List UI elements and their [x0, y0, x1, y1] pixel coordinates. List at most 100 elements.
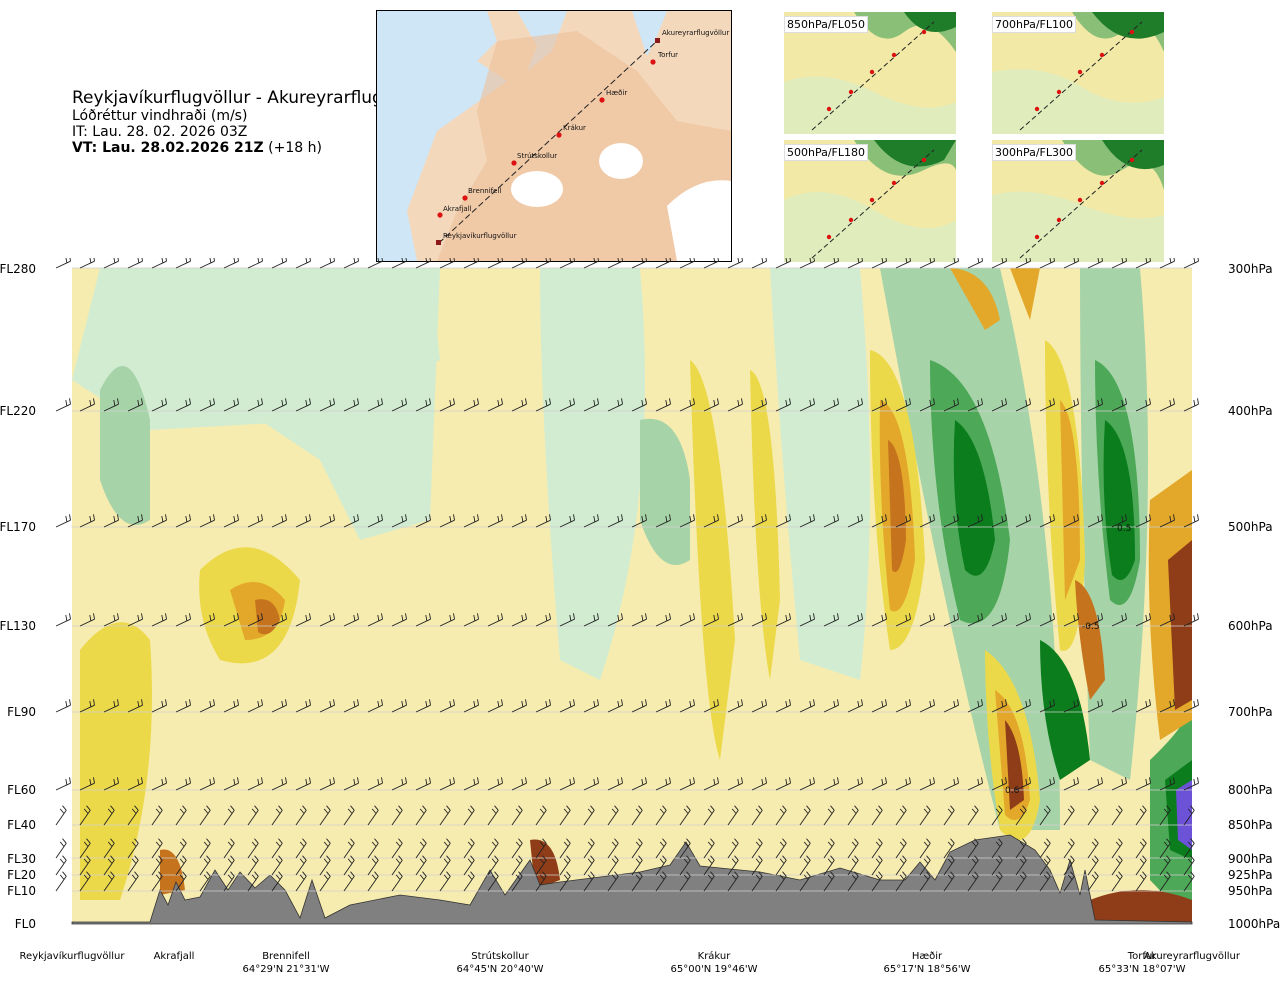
wind-barb: [55, 871, 67, 892]
wind-barb: [391, 514, 407, 528]
wind-barb: [463, 777, 479, 791]
wind-barb: [151, 855, 163, 876]
thumbnail-700hpa[interactable]: 700hPa/FL100: [992, 12, 1164, 134]
wind-barb: [703, 398, 719, 412]
wind-barb: [1039, 258, 1055, 269]
wind-barb: [967, 805, 979, 826]
wind-barb: [655, 514, 671, 528]
thumbnail-300hpa[interactable]: 300hPa/FL300: [992, 140, 1164, 262]
wind-barb: [583, 514, 599, 528]
wind-barb: [1135, 258, 1151, 269]
wind-barb: [607, 699, 623, 713]
wind-barb: [823, 613, 839, 627]
wind-barb: [823, 258, 839, 269]
wind-barb: [919, 398, 935, 412]
wind-barb: [1111, 398, 1127, 412]
wind-barb: [391, 613, 407, 627]
wind-barb: [847, 838, 859, 859]
wind-barb: [799, 699, 815, 713]
wind-barb: [319, 855, 331, 876]
wind-barb: [631, 514, 647, 528]
wind-barb: [127, 855, 139, 876]
wind-barb: [919, 613, 935, 627]
wind-barb: [199, 777, 215, 791]
wind-barb: [1183, 871, 1195, 892]
wind-barb: [655, 855, 667, 876]
wind-barb: [847, 805, 859, 826]
wind-barb: [367, 805, 379, 826]
wind-barb: [463, 613, 479, 627]
wind-barb: [271, 514, 287, 528]
wind-barb: [967, 777, 983, 791]
wind-barb: [967, 398, 983, 412]
wind-barb: [1111, 777, 1127, 791]
wind-barb: [511, 613, 527, 627]
wind-barb: [415, 258, 431, 269]
waypoint-coord: 64°29'N 21°31'W: [242, 964, 330, 975]
wind-barb: [727, 838, 739, 859]
pressure-tick-label: 300hPa: [1228, 262, 1273, 276]
wind-barb: [871, 258, 887, 269]
thumbnail-850hpa[interactable]: 850hPa/FL050: [784, 12, 956, 134]
thumbnail-500hpa[interactable]: 500hPa/FL180: [784, 140, 956, 262]
wind-barb: [1039, 613, 1055, 627]
wind-barb: [919, 699, 935, 713]
waypoint-label-akureyri: Akureyrarflugvöllur: [1144, 950, 1240, 963]
wind-barb: [943, 699, 959, 713]
wind-barb: [559, 258, 575, 269]
wind-barb: [847, 514, 863, 528]
wind-barb: [1039, 398, 1055, 412]
wind-barb: [775, 777, 791, 791]
wind-barb: [775, 398, 791, 412]
wind-barb: [799, 777, 815, 791]
contour-label: -0.5: [1082, 622, 1100, 632]
wind-barb: [271, 777, 287, 791]
wind-barb: [487, 514, 503, 528]
wind-barb: [823, 871, 835, 892]
fl-tick-label: FL130: [0, 619, 36, 633]
wind-barb: [223, 514, 239, 528]
wind-barb: [199, 699, 215, 713]
wind-barb: [295, 777, 311, 791]
wind-barb: [319, 613, 335, 627]
pressure-tick-label: 400hPa: [1228, 404, 1273, 418]
fl-tick-label: FL0: [15, 917, 36, 931]
waypoint-label-brennifell: Brennifell 64°29'N 21°31'W: [243, 950, 330, 976]
wind-barb: [463, 838, 475, 859]
wind-barb: [151, 838, 163, 859]
glacier-langjokull: [511, 171, 563, 207]
wind-barb: [175, 613, 191, 627]
wind-barb: [223, 258, 239, 269]
wind-barb: [223, 613, 239, 627]
wind-barb: [775, 855, 787, 876]
wind-barb: [583, 613, 599, 627]
wind-barb: [1087, 871, 1099, 892]
wind-barb: [535, 777, 551, 791]
wind-barb: [1111, 805, 1123, 826]
wind-barb: [751, 613, 767, 627]
route-map-svg: Akureyrarflugvöllur Torfur Hæðir Krákur …: [377, 11, 731, 261]
wind-barb: [247, 777, 263, 791]
wind-barb: [631, 855, 643, 876]
wind-barb: [439, 514, 455, 528]
wind-barb: [775, 613, 791, 627]
wind-barb: [79, 258, 95, 269]
wind-barb: [151, 613, 167, 627]
title-block: Reykjavíkurflugvöllur - Akureyrarflugvöl…: [72, 88, 431, 157]
wind-barb: [319, 398, 335, 412]
wind-barb: [1087, 398, 1103, 412]
wind-barb: [295, 805, 307, 826]
wind-barb: [943, 514, 959, 528]
downdraft-max-band: [1168, 540, 1192, 710]
wind-barb: [127, 258, 143, 269]
wind-barb: [775, 514, 791, 528]
wind-barb: [271, 398, 287, 412]
wind-barb: [991, 398, 1007, 412]
wind-barb: [1087, 699, 1103, 713]
wind-barb: [895, 777, 911, 791]
wind-barb: [1087, 838, 1099, 859]
wind-barb: [1063, 398, 1079, 412]
wind-barb: [895, 398, 911, 412]
wind-barb: [775, 699, 791, 713]
wind-barb: [943, 871, 955, 892]
